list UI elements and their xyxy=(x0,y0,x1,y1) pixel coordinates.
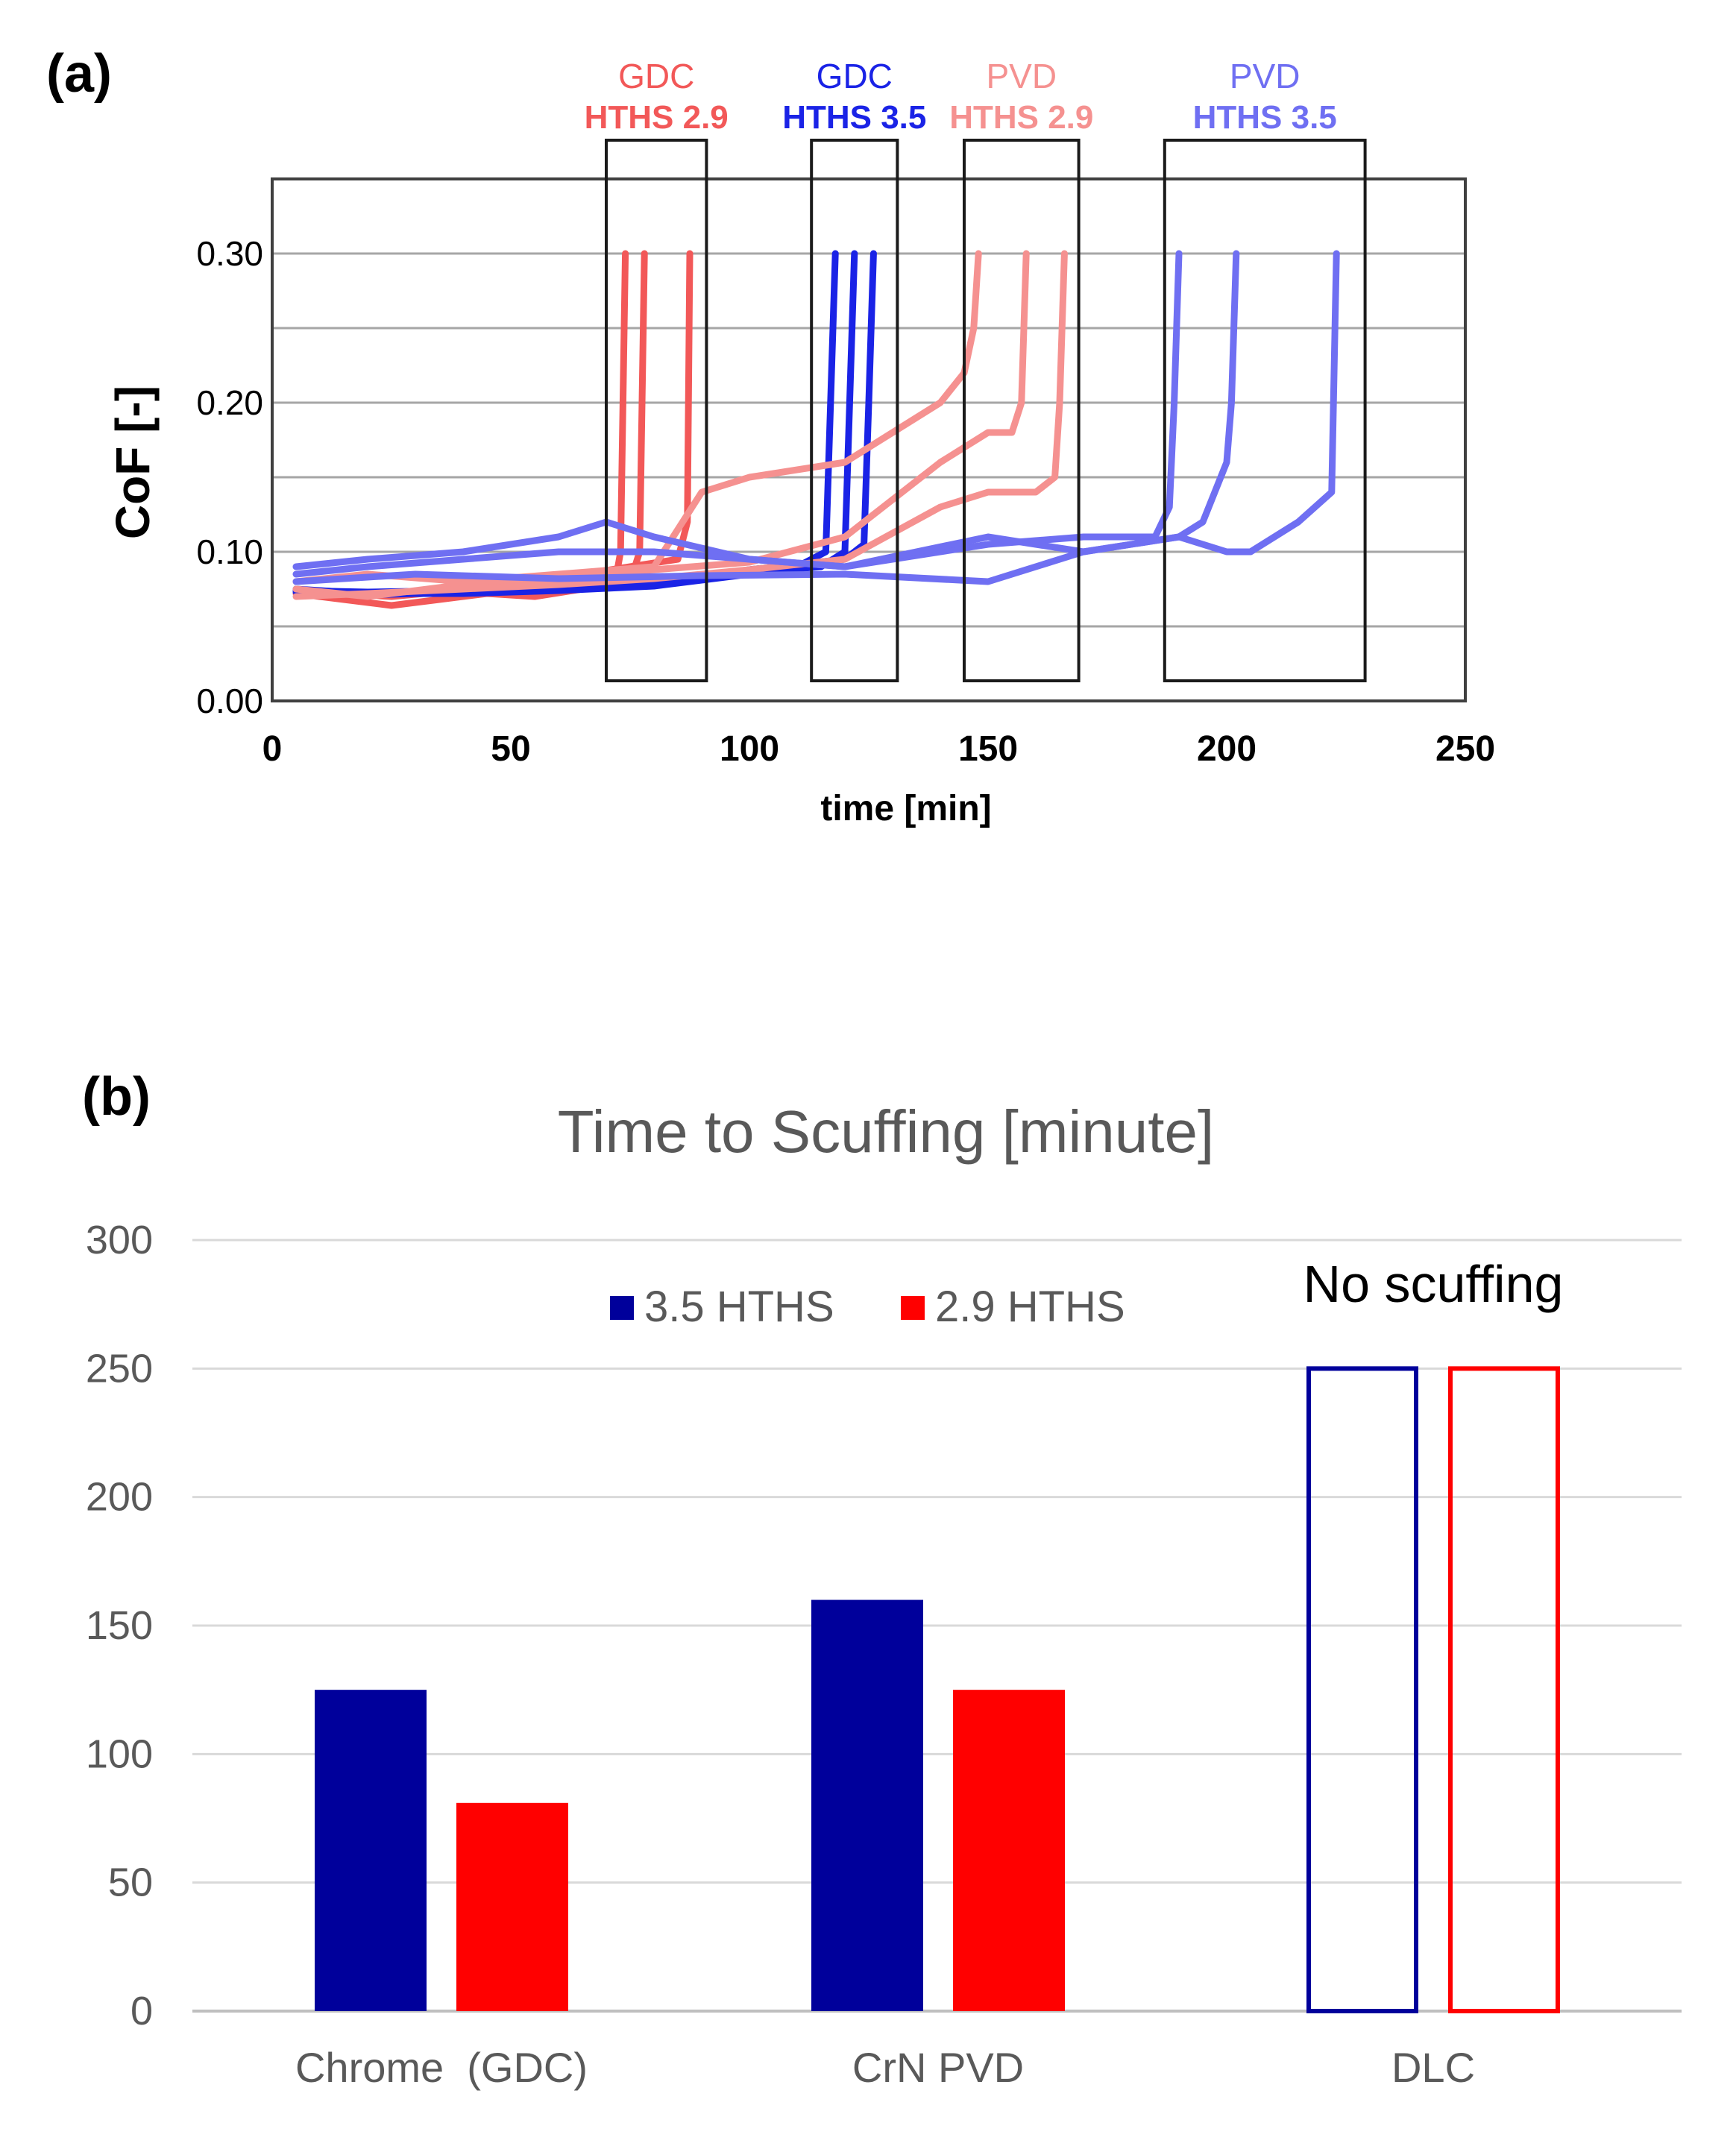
legend-swatch-bar_blue xyxy=(610,1296,634,1320)
x-tick-label: 200 xyxy=(1197,729,1257,769)
y-tick-label: 100 xyxy=(86,1731,153,1776)
y-tick-label: 150 xyxy=(86,1603,153,1648)
annotation-subtitle-gdc35: HTHS 3.5 xyxy=(782,99,926,136)
annotation-title-pvd35: PVD xyxy=(1230,57,1301,95)
y-tick-label: 200 xyxy=(86,1475,153,1520)
annotation-title-gdc35: GDC xyxy=(817,57,893,95)
annotation-subtitle-pvd29: HTHS 2.9 xyxy=(949,99,1093,136)
series-line-pvd29 xyxy=(292,250,1030,600)
y-tick-label: 250 xyxy=(86,1346,153,1391)
scuffing-bar-chart: Time to Scuffing [minute] 0 50 100 150 200 250… xyxy=(86,1098,1682,2091)
annotation-title-pvd29: PVD xyxy=(987,57,1057,95)
bar-bar_red-0 xyxy=(456,1802,568,2011)
y-tick-label: 0.10 xyxy=(196,532,263,571)
category-label: DLC xyxy=(1391,2044,1475,2091)
annotation-subtitle-gdc29: HTHS 2.9 xyxy=(585,99,729,136)
annotation-box-gdc29 xyxy=(605,139,708,682)
x-tick-label: 250 xyxy=(1435,729,1495,769)
x-tick-label: 0 xyxy=(262,729,283,769)
series-line-pvd29 xyxy=(292,250,1068,600)
category-label: Chrome (GDC) xyxy=(295,2044,588,2091)
plot-frame xyxy=(271,177,1467,702)
series-line-gdc29 xyxy=(292,250,629,609)
cof-line-chart: 0.00 0.10 0.20 0.30 0 50 100 150 200 250 time [min… xyxy=(106,57,1495,828)
x-tick-label: 100 xyxy=(720,729,779,769)
y-tick-label: 0 xyxy=(130,1989,153,2033)
annotation-box-pvd29 xyxy=(963,139,1081,682)
x-tick-label: 50 xyxy=(491,729,530,769)
series-line-gdc35 xyxy=(292,250,839,597)
annotation-subtitle-pvd35: HTHS 3.5 xyxy=(1193,99,1337,136)
y-tick-label: 0.00 xyxy=(196,682,263,720)
chart-title: Time to Scuffing [minute] xyxy=(558,1098,1214,1165)
bar-bar_red-2 xyxy=(1448,1366,1560,2013)
bar-bar_blue-1 xyxy=(811,1599,923,2011)
panel-a-label: (a) xyxy=(46,44,112,104)
annotation-box-gdc35 xyxy=(810,139,899,682)
bar-bar_blue-2 xyxy=(1306,1366,1418,2013)
bar-bar_blue-0 xyxy=(315,1690,427,2011)
y-tick-label: 50 xyxy=(108,1860,153,1905)
y-tick-label: 300 xyxy=(86,1218,153,1262)
x-axis-title: time [min] xyxy=(820,789,991,828)
series-line-gdc29 xyxy=(292,250,648,600)
category-label: CrN PVD xyxy=(852,2044,1024,2091)
annotation-title-gdc29: GDC xyxy=(618,57,694,95)
legend-swatch-bar_red xyxy=(901,1296,925,1320)
bar-bar_red-1 xyxy=(953,1690,1065,2011)
series-line-pvd35 xyxy=(292,250,1183,570)
series-line-gdc35 xyxy=(292,250,858,599)
series-line-gdc35 xyxy=(292,250,877,596)
x-tick-label: 150 xyxy=(958,729,1018,769)
no-scuffing-annotation: No scuffing xyxy=(1303,1255,1564,1313)
legend-label: 3.5 HTHS xyxy=(644,1283,834,1331)
y-tick-label: 0.20 xyxy=(196,383,263,422)
annotation-box-pvd35 xyxy=(1163,139,1367,682)
series-line-pvd35 xyxy=(292,250,1340,585)
panel-b-label: (b) xyxy=(82,1067,151,1127)
y-axis-title: CoF [-] xyxy=(106,386,160,539)
legend-label: 2.9 HTHS xyxy=(935,1283,1125,1331)
y-tick-label: 0.30 xyxy=(196,234,263,273)
series-line-pvd35 xyxy=(292,250,1240,578)
